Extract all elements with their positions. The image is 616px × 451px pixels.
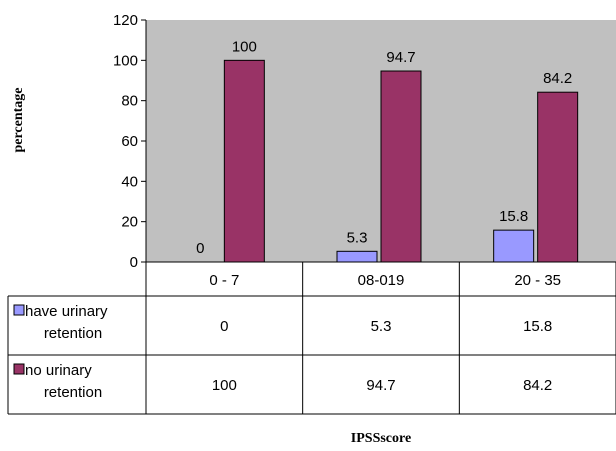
bar-no-retention [380, 70, 422, 263]
y-tick-label: 0 [130, 254, 138, 271]
table-cell: 94.7 [366, 377, 395, 394]
x-axis-title: IPSSscore [351, 431, 411, 446]
data-table: 0 - 7 08-019 20 - 35 have urinary retention 0… [7, 261, 616, 415]
bars [223, 59, 579, 263]
axes: 0 20 40 60 80 100 120 [113, 12, 147, 271]
data-label: 5.3 [347, 229, 368, 246]
x-tick-label: 20 - 35 [514, 272, 561, 289]
x-tick-label: 08-019 [358, 272, 405, 289]
table-cell: 0 [220, 318, 228, 335]
y-tick-label: 60 [121, 133, 138, 150]
table-cell: 15.8 [523, 318, 552, 335]
data-label: 100 [232, 38, 257, 55]
bar-no-retention [537, 91, 579, 263]
data-label: 94.7 [386, 49, 415, 66]
legend-label: no urinary retention [25, 362, 102, 401]
y-tick-label: 100 [113, 52, 138, 69]
data-label: 0 [196, 240, 204, 257]
legend-label: have urinary retention [25, 303, 108, 342]
y-tick-label: 80 [121, 93, 138, 110]
bar-no-retention [223, 59, 265, 263]
bar-have-retention [336, 250, 378, 263]
x-tick-label: 0 - 7 [209, 272, 239, 289]
table-cell: 84.2 [523, 377, 552, 394]
y-tick-label: 120 [113, 12, 138, 29]
y-tick-label: 40 [121, 173, 138, 190]
table-cell: 100 [212, 377, 237, 394]
data-labels: 0 100 5.3 94.7 15.8 84.2 [196, 38, 572, 257]
data-label: 84.2 [543, 70, 572, 87]
bar-have-retention [493, 229, 535, 263]
table-cell: 5.3 [371, 318, 392, 335]
y-axis-title: percentage [11, 87, 26, 152]
y-tick-label: 20 [121, 214, 138, 231]
legend-swatch [13, 304, 25, 316]
legend-swatch [13, 363, 25, 375]
data-label: 15.8 [499, 208, 528, 225]
